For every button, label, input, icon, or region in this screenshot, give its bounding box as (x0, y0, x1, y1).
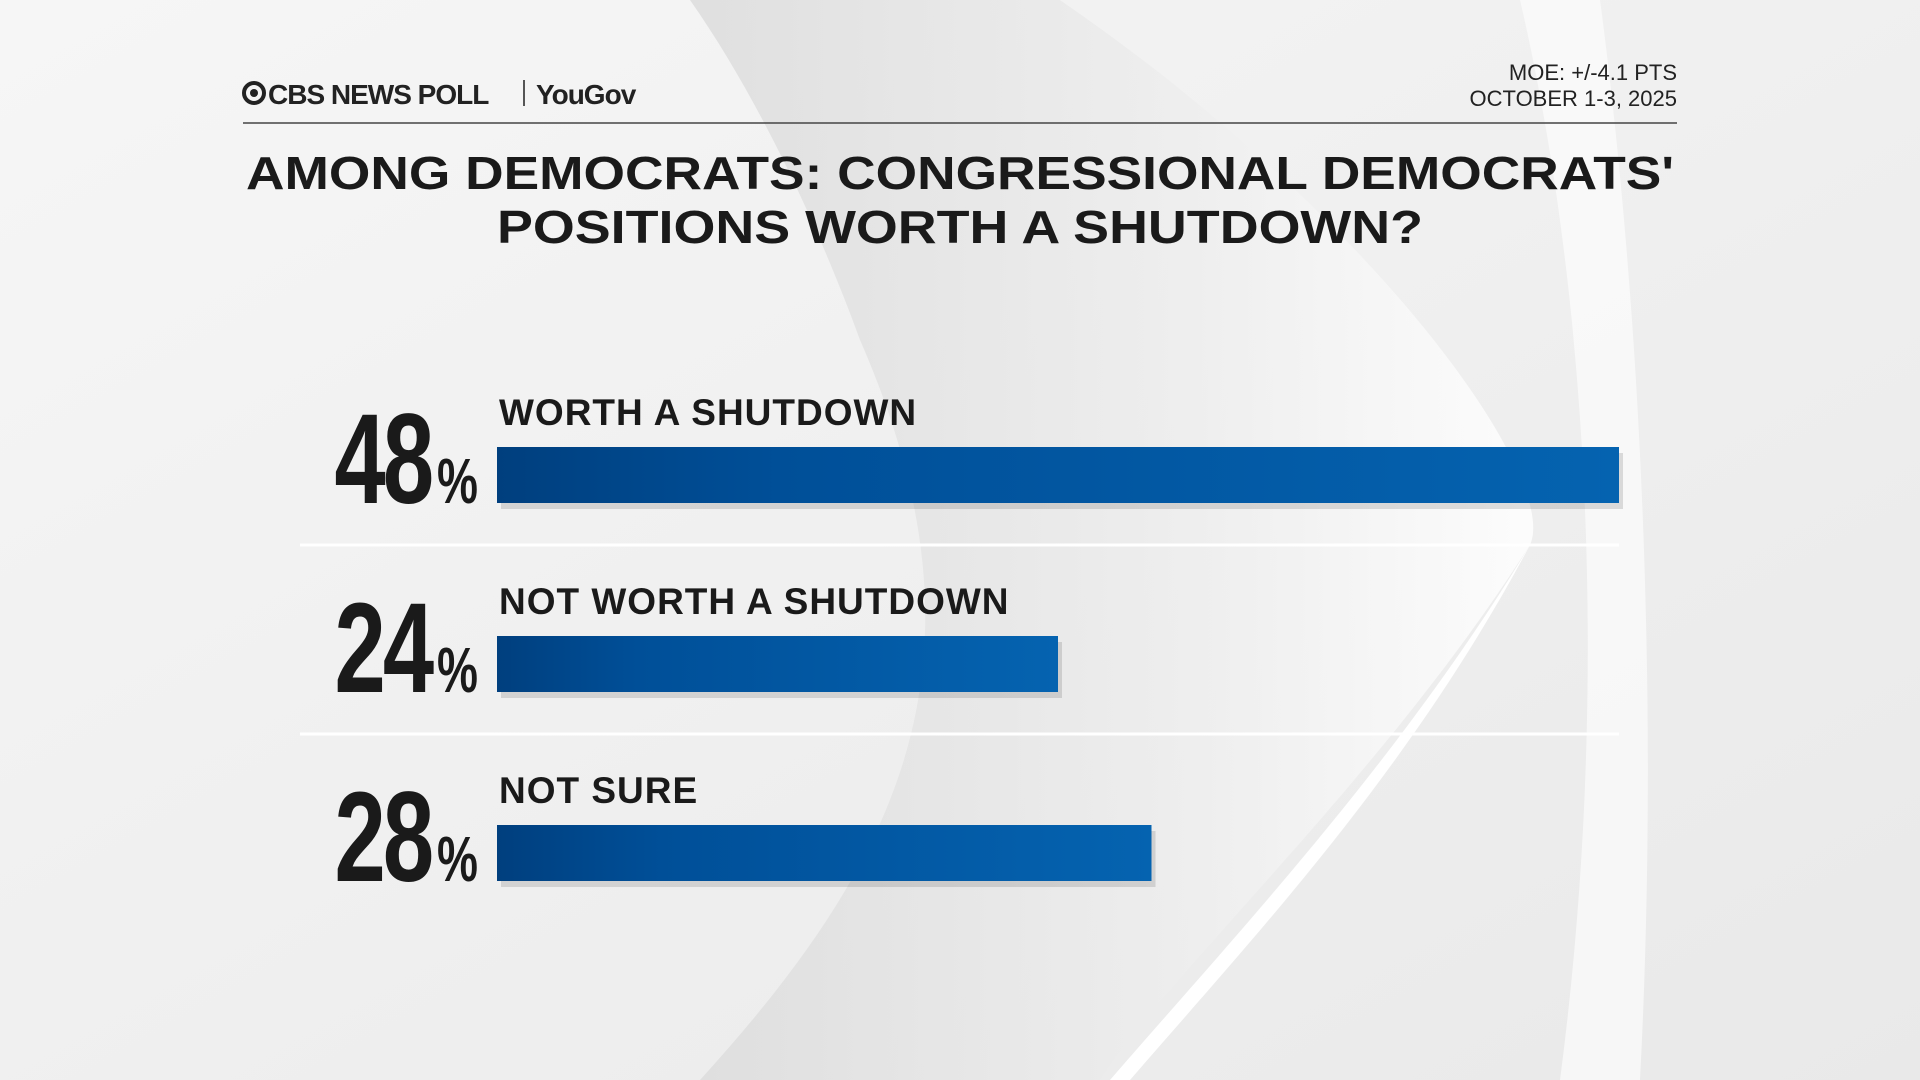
category-label: NOT SURE (499, 770, 698, 811)
value-label: 24% (335, 576, 478, 719)
chart-title: POSITIONS WORTH A SHUTDOWN? (497, 201, 1423, 253)
logo-eye (242, 81, 266, 105)
value-label: 48% (335, 387, 478, 530)
category-label: WORTH A SHUTDOWN (499, 392, 917, 433)
header: CBS NEWS POLL YouGov MOE: +/-4.1 PTS OCT… (242, 60, 1677, 124)
chart-title: AMONG DEMOCRATS: CONGRESSIONAL DEMOCRATS… (246, 147, 1674, 199)
background-swoosh (1520, 0, 1648, 1080)
logo-eye (250, 89, 258, 97)
note: MOE: +/-4.1 PTS (1509, 60, 1677, 85)
bar (497, 825, 1152, 881)
partner: YouGov (536, 79, 637, 110)
category-label: NOT WORTH A SHUTDOWN (499, 581, 1010, 622)
value-label: 28% (335, 765, 478, 908)
source: CBS NEWS POLL (268, 79, 489, 110)
bar (497, 447, 1619, 503)
bar (497, 636, 1058, 692)
note: OCTOBER 1-3, 2025 (1470, 86, 1677, 111)
background-swoosh (690, 0, 1534, 1080)
